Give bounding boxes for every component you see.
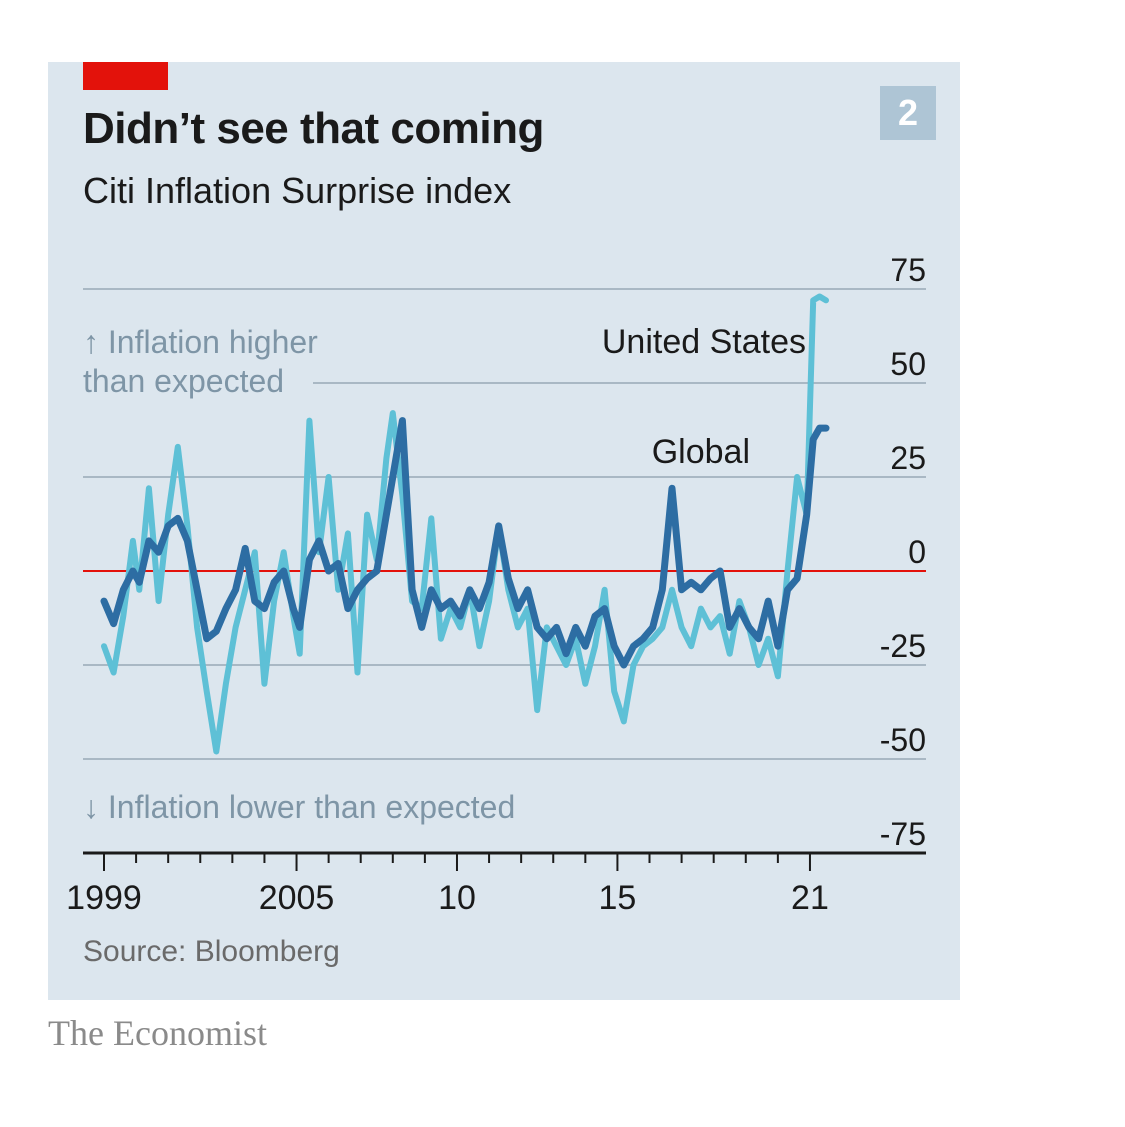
x-tick-label: 10 (438, 879, 476, 917)
annotation-higher-line2: than expected (83, 363, 284, 399)
series-label-united-states: United States (602, 323, 806, 361)
publisher-brand: The Economist (48, 1013, 267, 1053)
y-tick-label: -25 (880, 628, 926, 664)
series-lines (100, 293, 830, 755)
chart-panel (48, 62, 960, 1000)
chart-number-badge: 2 (880, 86, 936, 140)
annotations: ↑ Inflation higher than expected ↓ Infla… (83, 323, 806, 825)
annotation-higher-mask (295, 372, 313, 392)
chart-subtitle: Citi Inflation Surprise index (83, 170, 512, 211)
y-tick-label: 25 (890, 440, 926, 476)
gridlines (83, 288, 926, 760)
source-note: Source: Bloomberg (83, 935, 340, 968)
series-line-global (100, 417, 830, 669)
y-tick-label: -50 (880, 722, 926, 758)
annotation-lower: ↓ Inflation lower than expected (83, 789, 515, 825)
x-tick-label: 15 (599, 879, 637, 917)
y-tick-label: 0 (908, 534, 926, 570)
accent-bar (83, 62, 168, 90)
y-tick-label: 75 (890, 252, 926, 288)
chart-title: Didn’t see that coming (83, 104, 544, 153)
y-tick-labels: 75 50 25 0 -25 -50 -75 (880, 252, 926, 852)
x-axis: 1999 2005 10 15 21 (66, 851, 926, 917)
x-tick-label: 21 (791, 879, 829, 917)
y-tick-label: 50 (890, 346, 926, 382)
x-tick-label: 1999 (66, 879, 142, 917)
series-label-global: Global (652, 433, 750, 471)
y-tick-label: -75 (880, 816, 926, 852)
x-tick-label: 2005 (259, 879, 335, 917)
annotation-higher-line1: ↑ Inflation higher (83, 324, 318, 360)
